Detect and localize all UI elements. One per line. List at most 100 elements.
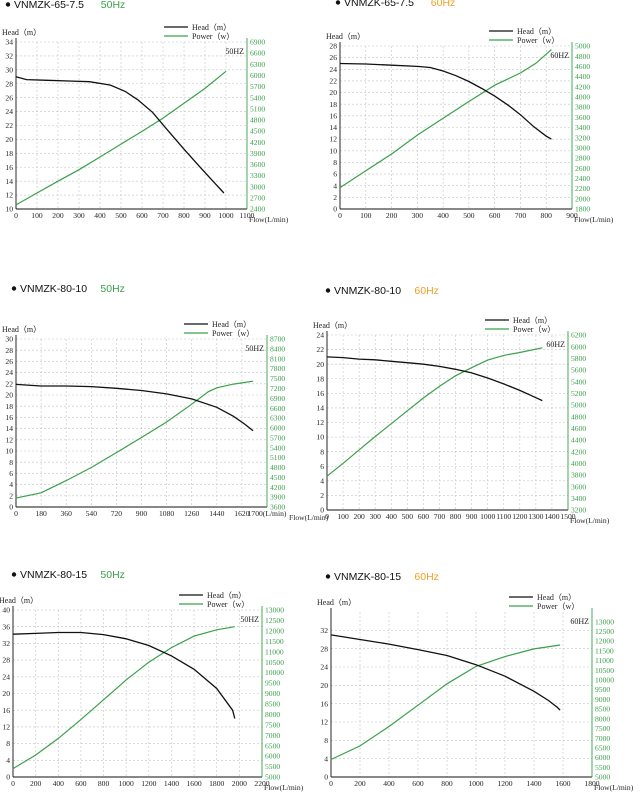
head-tick-label: 14: [316, 404, 324, 413]
head-tick-label: 8: [324, 736, 328, 745]
x-tick-label: 1440: [209, 509, 224, 518]
power-tick-label: 8500: [265, 700, 280, 709]
power-tick-label: 13000: [265, 606, 284, 615]
power-tick-label: 7000: [595, 734, 610, 743]
power-tick-label: 12500: [265, 616, 284, 625]
head-tick-label: 0: [320, 506, 324, 515]
head-tick-label: 4: [333, 181, 337, 190]
x-tick-label: 900: [199, 211, 211, 220]
power-tick-label: 6000: [270, 424, 285, 433]
head-axis-label: Head（m）: [326, 32, 365, 41]
head-axis-label: Head（m）: [317, 598, 356, 607]
x-axis-label: Flow(L/min): [264, 783, 304, 792]
power-tick-label: 7500: [265, 720, 280, 729]
x-tick-label: 800: [541, 211, 553, 220]
x-tick-label: 540: [86, 509, 98, 518]
hz-label: 50HZ: [245, 344, 264, 353]
power-tick-label: 5700: [250, 82, 265, 91]
x-tick-label: 800: [441, 779, 453, 788]
head-tick-label: 12: [320, 718, 328, 727]
power-tick-label: 7800: [270, 364, 285, 373]
power-tick-label: 5100: [250, 104, 265, 113]
power-tick-label: 13000: [595, 617, 614, 626]
head-tick-label: 32: [5, 52, 13, 61]
power-tick-label: 2400: [575, 174, 590, 183]
bullet-icon: [5, 2, 11, 7]
head-tick-label: 0: [333, 205, 337, 214]
head-tick-label: 2: [320, 491, 324, 500]
x-tick-label: 1400: [164, 779, 179, 788]
head-tick-label: 32: [2, 639, 10, 648]
head-curve: [339, 62, 552, 140]
power-tick-label: 4500: [250, 127, 265, 136]
power-tick-label: 5600: [571, 366, 586, 375]
power-tick-label: 5100: [270, 453, 285, 462]
x-tick-label: 700: [515, 211, 527, 220]
x-tick-label: 200: [30, 779, 42, 788]
x-tick-label: 0: [325, 512, 329, 521]
head-tick-label: 18: [5, 402, 13, 411]
x-tick-label: 1500: [560, 512, 575, 521]
x-tick-label: 1400: [526, 779, 541, 788]
power-tick-label: 2600: [575, 164, 590, 173]
x-tick-label: 300: [73, 211, 85, 220]
head-tick-label: 14: [5, 177, 13, 186]
legend-head-label: Head（m）: [513, 316, 552, 325]
x-tick-label: 1200: [141, 779, 156, 788]
power-tick-label: 4000: [575, 93, 590, 102]
power-tick-label: 8100: [270, 354, 285, 363]
legend-power-label: Power（w）: [513, 325, 555, 334]
head-tick-label: 32: [320, 626, 328, 635]
x-tick-label: 800: [178, 211, 190, 220]
legend-power-label: Power（w）: [207, 600, 249, 609]
power-tick-label: 4800: [575, 52, 590, 61]
hz-label: 60HZ: [550, 51, 569, 60]
x-tick-label: 600: [136, 211, 148, 220]
x-tick-label: 1620: [234, 509, 249, 518]
head-tick-label: 24: [2, 672, 10, 681]
grid: [326, 334, 569, 511]
power-tick-label: 5500: [595, 763, 610, 772]
head-tick-label: 4: [320, 476, 324, 485]
x-axis-label: Flow(L/min): [594, 783, 634, 792]
model-name: VNMZK-80-15: [334, 571, 401, 583]
power-curve: [339, 49, 552, 189]
power-tick-label: 6500: [265, 741, 280, 750]
power-tick-label: 6000: [595, 753, 610, 762]
power-tick-label: 11000: [595, 656, 614, 665]
head-tick-label: 34: [5, 38, 13, 47]
power-tick-label: 11000: [265, 647, 284, 656]
x-tick-label: 500: [402, 512, 414, 521]
power-tick-label: 6500: [595, 743, 610, 752]
chart-panel-1: VNMZK-65-7.5 50Hz 0 100 200 300 400 500 600 700 80…: [2, 0, 289, 224]
bullet-icon: [335, 0, 341, 5]
x-tick-label: 720: [111, 509, 123, 518]
head-tick-label: 8: [320, 447, 324, 456]
power-tick-label: 6600: [250, 49, 265, 58]
head-tick-label: 12: [5, 191, 13, 200]
head-tick-label: 40: [2, 606, 10, 615]
power-tick-label: 9500: [595, 685, 610, 694]
power-tick-label: 12500: [595, 627, 614, 636]
x-tick-label: 1000: [119, 779, 134, 788]
head-curve: [326, 356, 543, 402]
frequency-label: 60Hz: [414, 571, 439, 583]
grid: [15, 41, 248, 210]
head-tick-label: 12: [316, 418, 324, 427]
power-tick-label: 11500: [595, 646, 614, 655]
x-tick-label: 200: [354, 779, 366, 788]
head-tick-label: 30: [5, 335, 13, 344]
hz-label: 60HZ: [570, 617, 589, 626]
bullet-icon: [325, 574, 331, 579]
power-tick-label: 3900: [250, 149, 265, 158]
x-tick-label: 1000: [468, 779, 483, 788]
x-tick-label: 700: [434, 512, 446, 521]
head-tick-label: 20: [329, 88, 337, 97]
power-tick-label: 6900: [270, 394, 285, 403]
power-tick-label: 4600: [571, 424, 586, 433]
head-tick-label: 18: [329, 100, 337, 109]
x-tick-label: 100: [31, 211, 43, 220]
head-tick-label: 26: [5, 357, 13, 366]
